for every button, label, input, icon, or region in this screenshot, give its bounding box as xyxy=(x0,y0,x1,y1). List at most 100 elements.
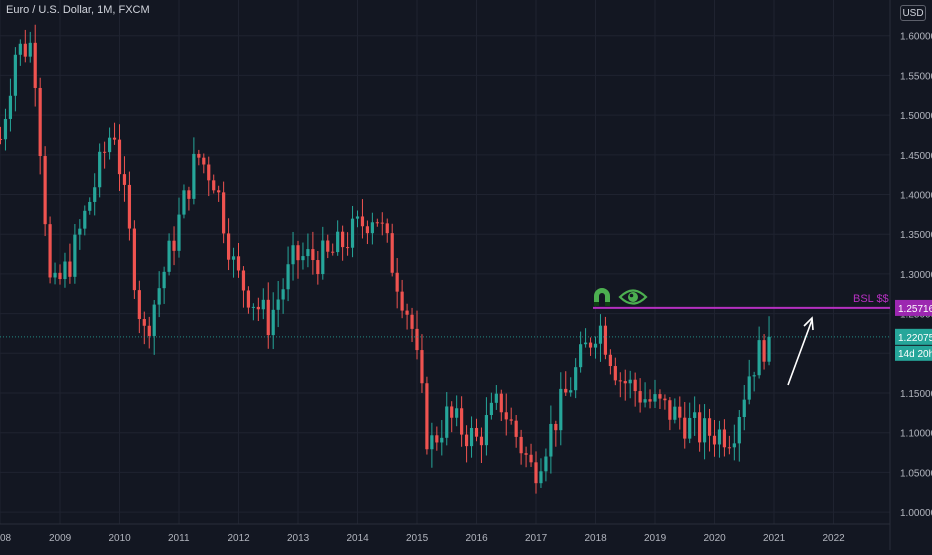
candle-body xyxy=(440,437,444,443)
candle-body xyxy=(291,245,295,265)
candle-body xyxy=(103,151,107,153)
candle-body xyxy=(390,233,394,273)
candle-body xyxy=(633,379,637,392)
x-tick-label: 2020 xyxy=(704,533,727,544)
candle-body xyxy=(202,157,206,165)
candle-body xyxy=(355,216,360,219)
candle-body xyxy=(88,201,92,211)
candle-body xyxy=(494,393,498,403)
candle-body xyxy=(385,223,389,234)
candle-body xyxy=(638,391,642,403)
candle-body xyxy=(241,270,246,291)
current-price-badge xyxy=(895,328,932,345)
candle-body xyxy=(554,423,558,431)
candle-body xyxy=(336,231,340,253)
candle-body xyxy=(425,383,429,450)
countdown-label: 14d 20h xyxy=(898,349,932,360)
y-tick-label: 1.10000 xyxy=(900,429,932,440)
candle-body xyxy=(341,231,345,248)
candle-body xyxy=(93,187,97,202)
candle-body xyxy=(73,234,77,277)
candle-body xyxy=(28,42,32,57)
candle-body xyxy=(484,415,489,446)
candle-body xyxy=(732,443,736,448)
candle-body xyxy=(375,222,379,224)
x-tick-label: 2017 xyxy=(525,533,548,544)
level-price-badge xyxy=(895,299,932,316)
candle-body xyxy=(112,137,117,140)
up-right-arrow-icon xyxy=(787,316,814,386)
candle-body xyxy=(410,314,414,329)
candle-body xyxy=(717,429,722,445)
y-tick-label: 1.40000 xyxy=(900,191,932,202)
candle-body xyxy=(187,190,191,199)
candle-body xyxy=(301,256,305,261)
candle-body xyxy=(231,256,236,260)
candle-body xyxy=(430,435,434,450)
candle-body xyxy=(33,42,37,88)
y-tick-label: 1.05000 xyxy=(900,468,932,479)
candle-body xyxy=(276,299,280,310)
x-tick-label: 2012 xyxy=(228,533,251,544)
candle-body xyxy=(48,224,52,278)
candle-body xyxy=(593,343,598,348)
candle-body xyxy=(737,416,741,444)
x-tick-label: 2011 xyxy=(168,533,190,544)
candle-body xyxy=(162,271,166,289)
candle-body xyxy=(653,394,657,402)
x-tick-label: 2014 xyxy=(347,533,370,544)
candle-body xyxy=(127,184,132,229)
candle-body xyxy=(559,388,563,431)
x-tick-label: 2021 xyxy=(763,533,786,544)
candle-body xyxy=(643,399,647,403)
candle-body xyxy=(326,240,330,252)
candle-body xyxy=(365,226,370,234)
x-tick-label: 2013 xyxy=(287,533,310,544)
candle-body xyxy=(226,233,231,260)
candle-body xyxy=(281,289,285,300)
candle-body xyxy=(152,304,156,336)
y-tick-label: 1.30000 xyxy=(900,270,932,281)
candle-body xyxy=(197,153,201,158)
candle-body xyxy=(132,228,136,291)
candle-body xyxy=(212,180,216,191)
candle-body xyxy=(63,261,67,280)
candle-body xyxy=(147,325,151,336)
candle-body xyxy=(137,290,141,320)
candle-body xyxy=(286,264,290,290)
magnet-icon xyxy=(594,288,610,306)
candle-body xyxy=(613,366,617,381)
candle-body xyxy=(38,87,42,157)
currency-button[interactable]: USD xyxy=(900,5,926,21)
y-tick-label: 1.15000 xyxy=(900,389,932,400)
candle-body xyxy=(663,398,667,401)
candle-body xyxy=(544,456,548,472)
y-tick-label: 1.35000 xyxy=(900,230,932,241)
candle-body xyxy=(271,309,275,336)
candle-body xyxy=(53,272,57,278)
candle-body xyxy=(678,406,682,418)
candle-body xyxy=(316,260,320,275)
candle-body xyxy=(707,418,712,436)
candle-body xyxy=(514,420,518,437)
candle-body xyxy=(192,153,196,199)
candle-body xyxy=(588,342,593,348)
candle-body xyxy=(177,214,181,251)
candle-body xyxy=(58,272,62,280)
candle-body xyxy=(628,379,632,384)
candle-body xyxy=(752,375,756,377)
candle-body xyxy=(549,423,553,457)
candle-body xyxy=(539,471,543,484)
candle-body xyxy=(306,249,310,257)
candle-body xyxy=(98,151,102,188)
candle-body xyxy=(474,427,479,437)
x-tick-label: 2016 xyxy=(466,533,489,544)
level-price-label: 1.25716 xyxy=(898,304,932,315)
candle-body xyxy=(698,412,702,443)
candle-body xyxy=(107,137,112,153)
candle-body xyxy=(450,406,454,418)
candle-body xyxy=(331,251,335,253)
x-tick-label: 2022 xyxy=(823,533,846,544)
